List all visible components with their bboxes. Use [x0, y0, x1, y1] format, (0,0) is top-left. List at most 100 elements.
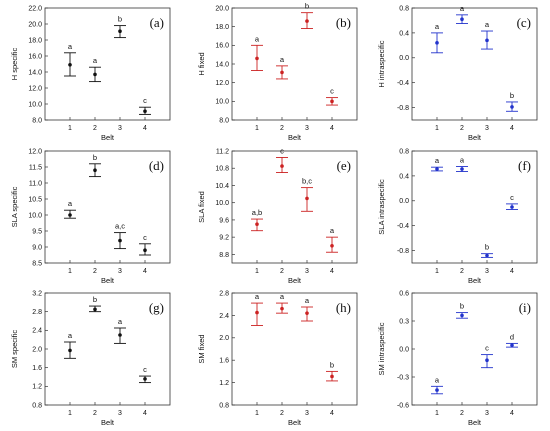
- group-letter: d: [510, 332, 514, 341]
- y-axis-label: H specific: [10, 47, 19, 80]
- x-tick-label: 2: [93, 410, 97, 417]
- y-tick-label: 10.0: [215, 200, 229, 207]
- data-point: [485, 358, 489, 363]
- x-tick-label: 3: [118, 410, 122, 417]
- x-tick-label: 3: [118, 125, 122, 132]
- x-tick-label: 3: [485, 125, 489, 132]
- x-axis-label: Belt: [101, 276, 115, 285]
- y-tick-label: 22.0: [28, 5, 42, 12]
- y-tick-label: 0.0: [399, 55, 409, 62]
- y-axis-label: SM specific: [10, 330, 19, 369]
- y-tick-label: 2.4: [219, 313, 229, 320]
- data-point: [255, 56, 259, 61]
- y-tick-label: 12.0: [215, 80, 229, 87]
- group-letter: a: [68, 42, 73, 51]
- x-tick-label: 3: [305, 125, 309, 132]
- x-axis-label: Belt: [468, 133, 482, 142]
- y-tick-label: 0.8: [399, 5, 409, 12]
- y-tick-label: 11.2: [216, 148, 229, 155]
- x-tick-label: 2: [460, 268, 464, 275]
- y-tick-label: 16.0: [215, 43, 229, 50]
- y-tick-label: -0.4: [397, 80, 409, 87]
- group-letter: b: [93, 153, 97, 162]
- panel-b: 8.0 10.0 12.0 14.0 16.0 18.0 20.0 1 2 3 4 Belt H fix…: [197, 2, 358, 142]
- group-letter: a: [435, 375, 440, 384]
- x-tick-label: 2: [280, 125, 284, 132]
- x-tick-label: 3: [485, 410, 489, 417]
- y-tick-label: 9.2: [219, 235, 229, 242]
- group-letter: b: [93, 295, 97, 304]
- y-tick-label: -0.4: [397, 223, 409, 230]
- x-axis-label: Belt: [101, 133, 115, 142]
- y-tick-label: 10.0: [215, 99, 229, 106]
- x-tick-label: 1: [255, 125, 259, 132]
- y-tick-label: 2.8: [219, 290, 229, 297]
- y-tick-label: 1.2: [32, 384, 42, 391]
- y-tick-label: 0.6: [399, 290, 409, 297]
- data-point: [435, 167, 439, 171]
- x-tick-label: 2: [460, 125, 464, 132]
- data-point: [118, 333, 122, 337]
- group-letter: c: [143, 365, 147, 374]
- panel-label: (b): [336, 15, 351, 30]
- x-tick-label: 1: [255, 410, 259, 417]
- y-tick-label: 11.0: [29, 180, 42, 187]
- y-axis-label: H fixed: [197, 52, 206, 75]
- data-point: [280, 306, 284, 311]
- y-tick-label: 8.5: [32, 260, 42, 267]
- y-tick-label: 8.0: [219, 117, 229, 124]
- group-letter: a: [435, 156, 440, 165]
- data-point: [143, 109, 147, 113]
- data-point: [460, 17, 464, 22]
- panel-c: -0.8 -0.4 0.0 0.4 0.8 1 2 3 4 Belt H intraspecific…: [377, 4, 538, 142]
- panel-a: 8.0 10.0 12.0 14.0 16.0 18.0 20.0 22.0 1 2 3 4 Belt H…: [10, 5, 171, 142]
- y-tick-label: 0.4: [399, 30, 409, 37]
- data-point: [330, 243, 334, 248]
- panel-f: -0.8 -0.4 0.0 0.4 0.8 1 2 3 4 Belt SLA intraspecif…: [377, 148, 538, 285]
- group-letter: c: [330, 87, 334, 96]
- plot-frame: [411, 7, 538, 121]
- x-tick-label: 4: [510, 410, 514, 417]
- x-tick-label: 1: [255, 268, 259, 275]
- y-tick-label: -0.3: [397, 374, 409, 381]
- x-axis-label: Belt: [288, 276, 302, 285]
- panel-d: 8.5 9.0 9.5 10.0 10.5 11.0 11.5 12.0 1 2 3 4 Belt SLA…: [10, 148, 171, 285]
- group-letter: a,c: [115, 222, 125, 231]
- group-letter: c: [280, 146, 284, 155]
- data-point: [485, 253, 489, 258]
- y-tick-label: 2.8: [32, 309, 42, 316]
- panel-e: 8.8 9.2 9.6 10.0 10.4 10.8 11.2 1 2 3 4 Belt SLA fix…: [197, 146, 358, 285]
- data-point: [93, 72, 97, 77]
- x-tick-label: 4: [510, 125, 514, 132]
- group-letter: c: [143, 233, 147, 242]
- panel-label: (a): [150, 15, 164, 30]
- data-point: [330, 99, 334, 104]
- data-point: [93, 168, 97, 172]
- y-tick-label: -0.8: [397, 248, 409, 255]
- x-axis-label: Belt: [468, 418, 482, 427]
- y-tick-label: 10.0: [28, 101, 42, 108]
- x-tick-label: 2: [280, 268, 284, 275]
- group-letter: b: [330, 360, 334, 369]
- group-letter: a: [460, 4, 465, 13]
- data-point: [305, 196, 309, 201]
- y-tick-label: 18.0: [215, 24, 229, 31]
- y-tick-label: 8.0: [32, 117, 42, 124]
- y-tick-label: 1.6: [219, 358, 229, 365]
- y-tick-label: 2.4: [32, 328, 42, 335]
- y-tick-label: 12.0: [28, 85, 42, 92]
- data-point: [330, 374, 334, 379]
- group-letter: b: [485, 243, 489, 252]
- y-tick-label: 0.8: [219, 402, 229, 409]
- y-tick-label: -0.8: [397, 105, 409, 112]
- y-tick-label: 9.5: [32, 228, 42, 235]
- x-tick-label: 3: [305, 410, 309, 417]
- x-tick-label: 3: [118, 268, 122, 275]
- y-tick-label: 0.8: [32, 402, 42, 409]
- y-tick-label: 1.6: [32, 365, 42, 372]
- x-tick-label: 3: [485, 268, 489, 275]
- group-letter: a: [460, 156, 465, 165]
- data-point: [435, 41, 439, 45]
- y-tick-label: 1.2: [219, 380, 229, 387]
